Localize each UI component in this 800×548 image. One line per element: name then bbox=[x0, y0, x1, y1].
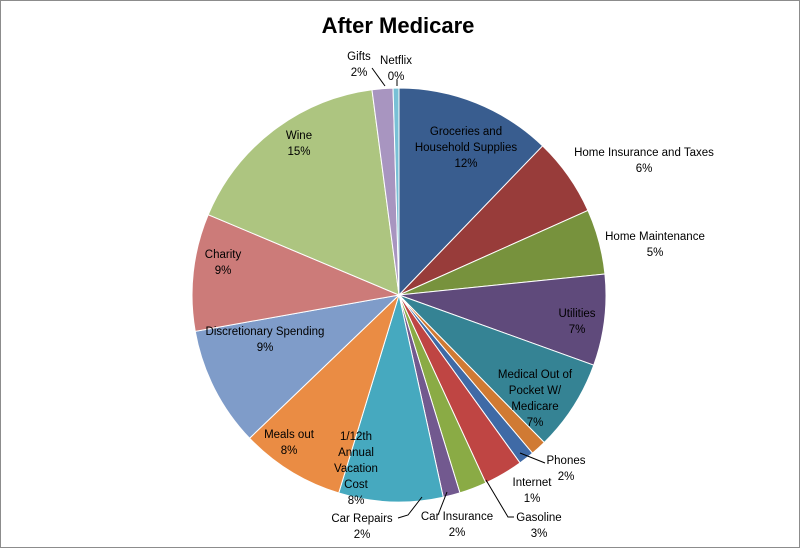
slice-label-9: Car Insurance 2% bbox=[421, 511, 493, 539]
chart-title: After Medicare bbox=[322, 13, 475, 38]
leader-line-10 bbox=[397, 496, 423, 519]
slice-label-8: Gasoline 3% bbox=[516, 512, 561, 540]
pie-slice-17 bbox=[392, 87, 400, 296]
slice-label-14: Charity 9% bbox=[205, 249, 242, 277]
slice-label-15: Wine 15% bbox=[286, 130, 312, 158]
pie-slice-13 bbox=[194, 294, 401, 439]
slice-label-16: Gifts 2% bbox=[347, 51, 371, 79]
leader-line-16 bbox=[371, 67, 386, 87]
pie-slice-11 bbox=[338, 293, 444, 503]
leader-lines bbox=[371, 67, 546, 519]
slice-label-7: Internet 1% bbox=[513, 477, 553, 505]
slice-label-1: Groceries and Household Supplies 12% bbox=[415, 126, 518, 170]
slice-label-13: Discretionary Spending 9% bbox=[206, 326, 325, 354]
slice-label-17: Netflix 0% bbox=[380, 55, 412, 83]
slice-label-11: 1/12th Annual Vacation Cost 8% bbox=[334, 431, 378, 507]
slice-label-5: Medical Out of Pocket W/Medicare 7% bbox=[498, 369, 573, 429]
pie-slice-14 bbox=[191, 214, 401, 332]
leader-line-6 bbox=[519, 452, 546, 464]
pie-slice-15 bbox=[207, 89, 400, 296]
pie-slice-12 bbox=[248, 293, 401, 494]
slice-label-12: Meals out 8% bbox=[264, 429, 315, 457]
pie-slices bbox=[191, 87, 607, 503]
slice-label-4: Utilities 7% bbox=[558, 308, 595, 336]
slice-label-10: Car Repairs 2% bbox=[331, 513, 393, 541]
slice-label-6: Phones 2% bbox=[546, 455, 585, 483]
leader-line-9 bbox=[437, 491, 448, 516]
slice-label-3: Home Maintenance 5% bbox=[605, 231, 705, 259]
leader-line-8 bbox=[485, 479, 514, 518]
slice-labels: Groceries and Household Supplies 12% Home I… bbox=[205, 51, 714, 541]
pie-slice-1 bbox=[398, 87, 544, 297]
slice-label-2: Home Insurance and Taxes 6% bbox=[574, 147, 714, 175]
